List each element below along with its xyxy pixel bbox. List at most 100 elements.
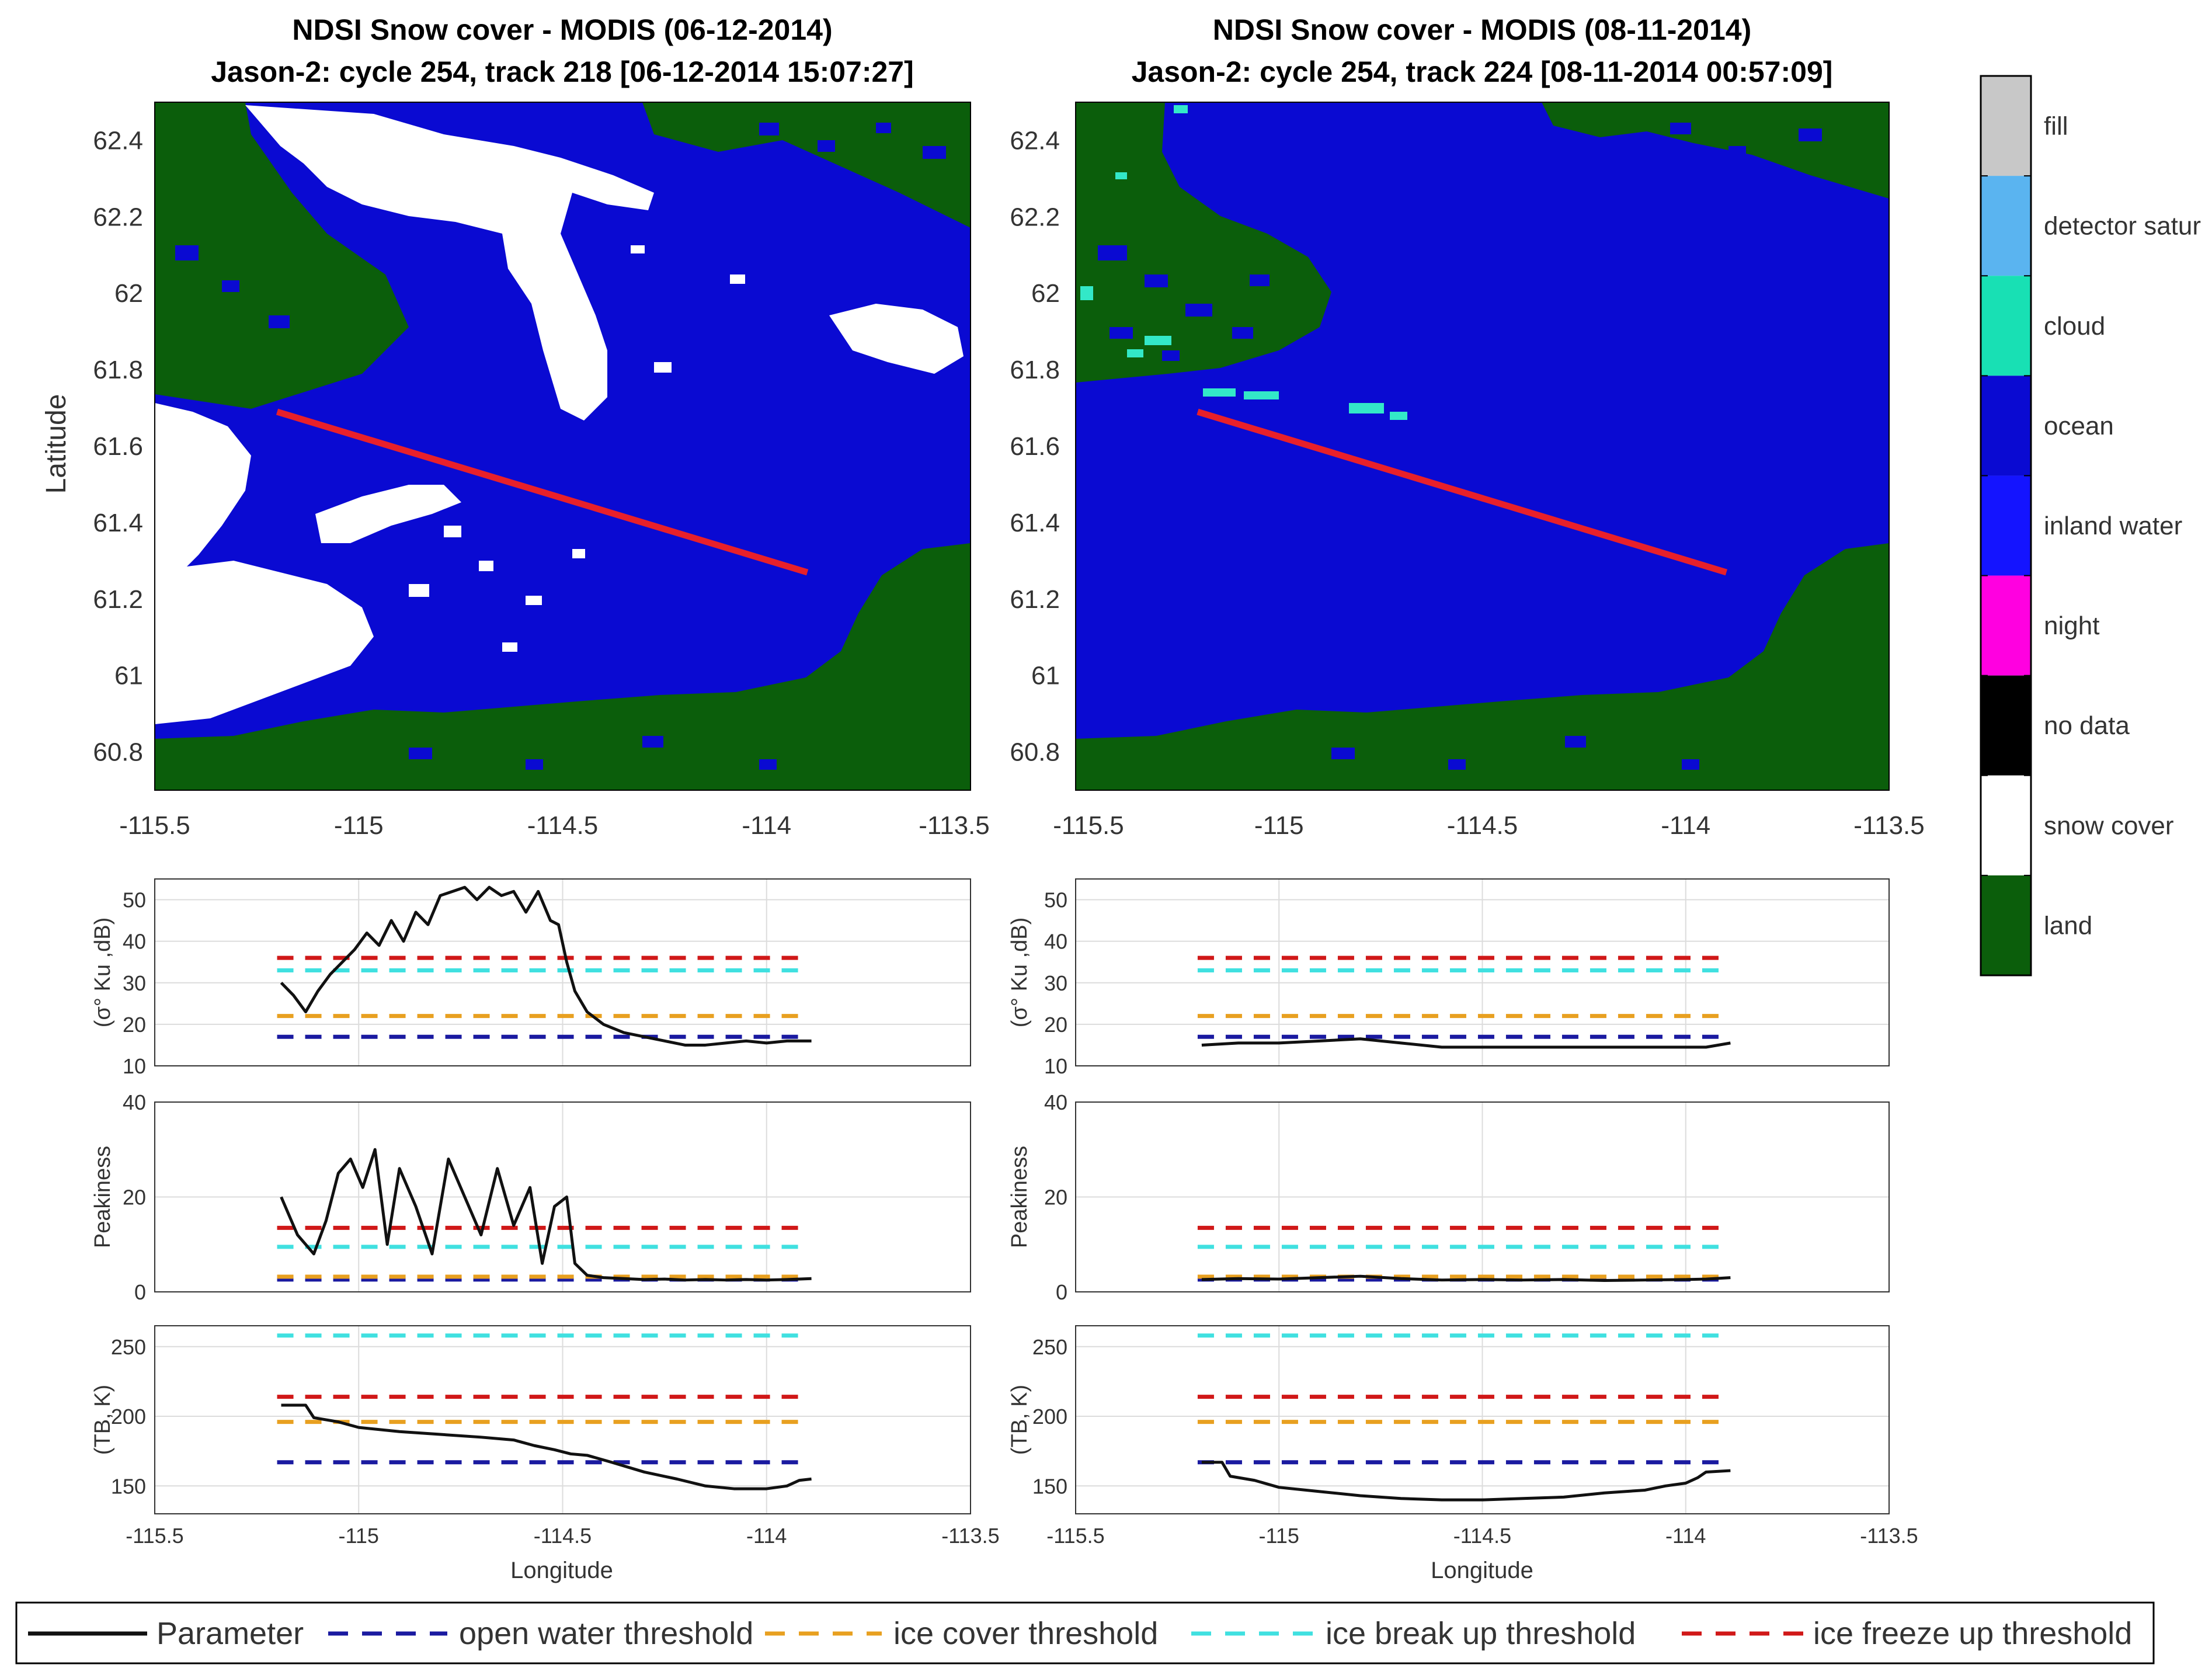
map-0-ytick-label: 61.4 [93, 509, 143, 537]
colorbar-label: land [2044, 911, 2092, 940]
map-left-title-line1: NDSI Snow cover - MODIS (06-12-2014) [292, 13, 832, 46]
colorbar-swatch [1981, 875, 2031, 975]
colorbar-label: cloud [2044, 312, 2105, 340]
map-1-ytick-label: 60.8 [1010, 738, 1060, 767]
parameter-line [1201, 1461, 1731, 1502]
colorbar-swatch [1981, 675, 2031, 776]
colorbar-label: detector satur [2044, 212, 2201, 241]
xtick-label: -114.5 [534, 1524, 592, 1548]
map-left-lake [155, 102, 971, 739]
snow-north-lobe [245, 105, 654, 421]
plot-ylabel: Peakiness [91, 1146, 115, 1248]
plot-right-tb: 250 200 150(TB, K) -115.5 -115 -114.5 -114 -113… [1007, 1325, 1918, 1548]
ytick-label: 0 [134, 1280, 146, 1304]
plot-ylabel: (TB, K) [1007, 1385, 1032, 1455]
plot-left-xlabel: Longitude [510, 1558, 613, 1583]
ytick-label: 30 [1044, 971, 1067, 995]
map-0-ytick-label: 60.8 [93, 738, 143, 767]
legend-label: open water threshold [459, 1616, 753, 1651]
map-left [155, 102, 971, 790]
map-right-title-line1: NDSI Snow cover - MODIS (08-11-2014) [1213, 13, 1752, 46]
colorbar: fill detector satur cloud ocean inland water… [1980, 75, 2201, 976]
parameter-line [280, 885, 812, 1047]
colorbar-label: fill [2044, 112, 2068, 141]
ytick-label: 20 [123, 1186, 146, 1210]
map-right-cloud [1080, 105, 1407, 420]
map-0-ytick-label: 61 [114, 662, 143, 690]
ytick-label: 50 [1044, 888, 1067, 912]
xtick-label: -115.5 [126, 1524, 183, 1548]
map-1-ytick-label: 62.4 [1010, 126, 1060, 155]
map-0-xtick-label: -115.5 [119, 811, 190, 840]
snow-west [155, 403, 251, 584]
map-right-track [1197, 408, 1727, 576]
ytick-label: 250 [111, 1335, 146, 1359]
map-1-ytick-label: 61 [1031, 662, 1060, 690]
map-right-title-line2: Jason-2: cycle 254, track 224 [08-11-201… [1132, 55, 1833, 88]
map-right-land-speckle [1098, 123, 1822, 770]
colorbar-frame [1980, 75, 2032, 976]
ytick-label: 20 [123, 1013, 146, 1037]
colorbar-swatch [1981, 276, 2031, 376]
legend-label: ice freeze up threshold [1813, 1616, 2132, 1651]
map-1-xtick-label: -115 [1254, 811, 1304, 840]
map-0-ytick-label: 61.2 [93, 585, 143, 614]
plot-left-sigma0: 50 40 30 20 10 (σ° Ku ,dB) [91, 878, 971, 1078]
parameter-line [1201, 1037, 1731, 1049]
xtick-label: -114 [1665, 1524, 1706, 1548]
colorbar-label: snow cover [2044, 811, 2174, 840]
map-1-xtick-label: -115.5 [1053, 811, 1124, 840]
plot-left-tb: 250 200 150 (TB, K) -115.5 -115 -114.5 -114 -113… [91, 1325, 1000, 1548]
map-0-ytick-label: 62.2 [93, 203, 143, 231]
plot-ylabel: (σ° Ku ,dB) [1007, 918, 1032, 1028]
map-0-xtick-label: -114 [742, 811, 791, 840]
map-1-ytick-label: 62.2 [1010, 203, 1060, 231]
map-ticks: -115.5 -115 -114.5 -114 -113.5 62.4 62.2 62 61.8… [93, 126, 1924, 840]
xtick-label: -113.5 [941, 1524, 999, 1548]
colorbar-swatch [1981, 575, 2031, 676]
parameter-line [281, 1403, 812, 1490]
xtick-label: -113.5 [1860, 1524, 1918, 1548]
map-left-ylabel: Latitude [41, 394, 72, 494]
legend-label: Parameter [156, 1616, 304, 1651]
map-1-ytick-label: 61.8 [1010, 356, 1060, 384]
plot-right-sigma0: 50 40 30 20 10 (σ° Ku ,dB) [1007, 878, 1890, 1078]
ytick-label: 40 [1044, 1090, 1067, 1114]
ytick-label: 150 [111, 1474, 146, 1498]
ytick-label: 40 [123, 1090, 146, 1114]
ytick-label: 0 [1056, 1280, 1067, 1304]
ytick-label: 20 [1044, 1013, 1067, 1037]
ytick-label: 40 [1044, 930, 1067, 954]
map-1-ytick-label: 61.6 [1010, 432, 1060, 461]
ytick-label: 10 [123, 1054, 146, 1078]
legend: Parameter open water threshold ice cover t… [15, 1601, 2155, 1664]
parameter-line [1201, 1274, 1731, 1282]
plot-ylabel: (TB, K) [91, 1385, 115, 1455]
plot-frame [154, 878, 971, 1066]
colorbar-label: night [2044, 611, 2099, 640]
snow-southwest [155, 561, 374, 724]
map-1-ytick-label: 61.2 [1010, 585, 1060, 614]
ytick-label: 200 [1032, 1405, 1067, 1429]
map-1-xtick-label: -114.5 [1447, 811, 1518, 840]
colorbar-swatch [1981, 775, 2031, 875]
map-1-ytick-label: 61.4 [1010, 509, 1060, 537]
ytick-label: 30 [123, 971, 146, 995]
map-0-ytick-label: 62.4 [93, 126, 143, 155]
map-right-lake [1076, 102, 1889, 739]
colorbar-swatch [1981, 475, 2031, 576]
map-1-xtick-label: -113.5 [1853, 811, 1925, 840]
map-0-xtick-label: -113.5 [919, 811, 990, 840]
xtick-label: -114.5 [1453, 1524, 1511, 1548]
legend-label: ice cover threshold [893, 1616, 1158, 1651]
map-1-xtick-label: -114 [1661, 811, 1710, 840]
map-right-frame [1075, 102, 1890, 791]
ytick-label: 250 [1032, 1335, 1067, 1359]
map-0-ytick-label: 62 [114, 279, 143, 308]
map-left-title-line2: Jason-2: cycle 254, track 218 [06-12-201… [211, 55, 914, 88]
colorbar-swatch [1981, 76, 2031, 176]
map-left-track [276, 408, 809, 576]
map-0-ytick-label: 61.6 [93, 432, 143, 461]
plot-ylabel: Peakiness [1007, 1146, 1032, 1248]
plot-left-peakiness: 40 20 0 Peakiness [91, 1090, 971, 1304]
